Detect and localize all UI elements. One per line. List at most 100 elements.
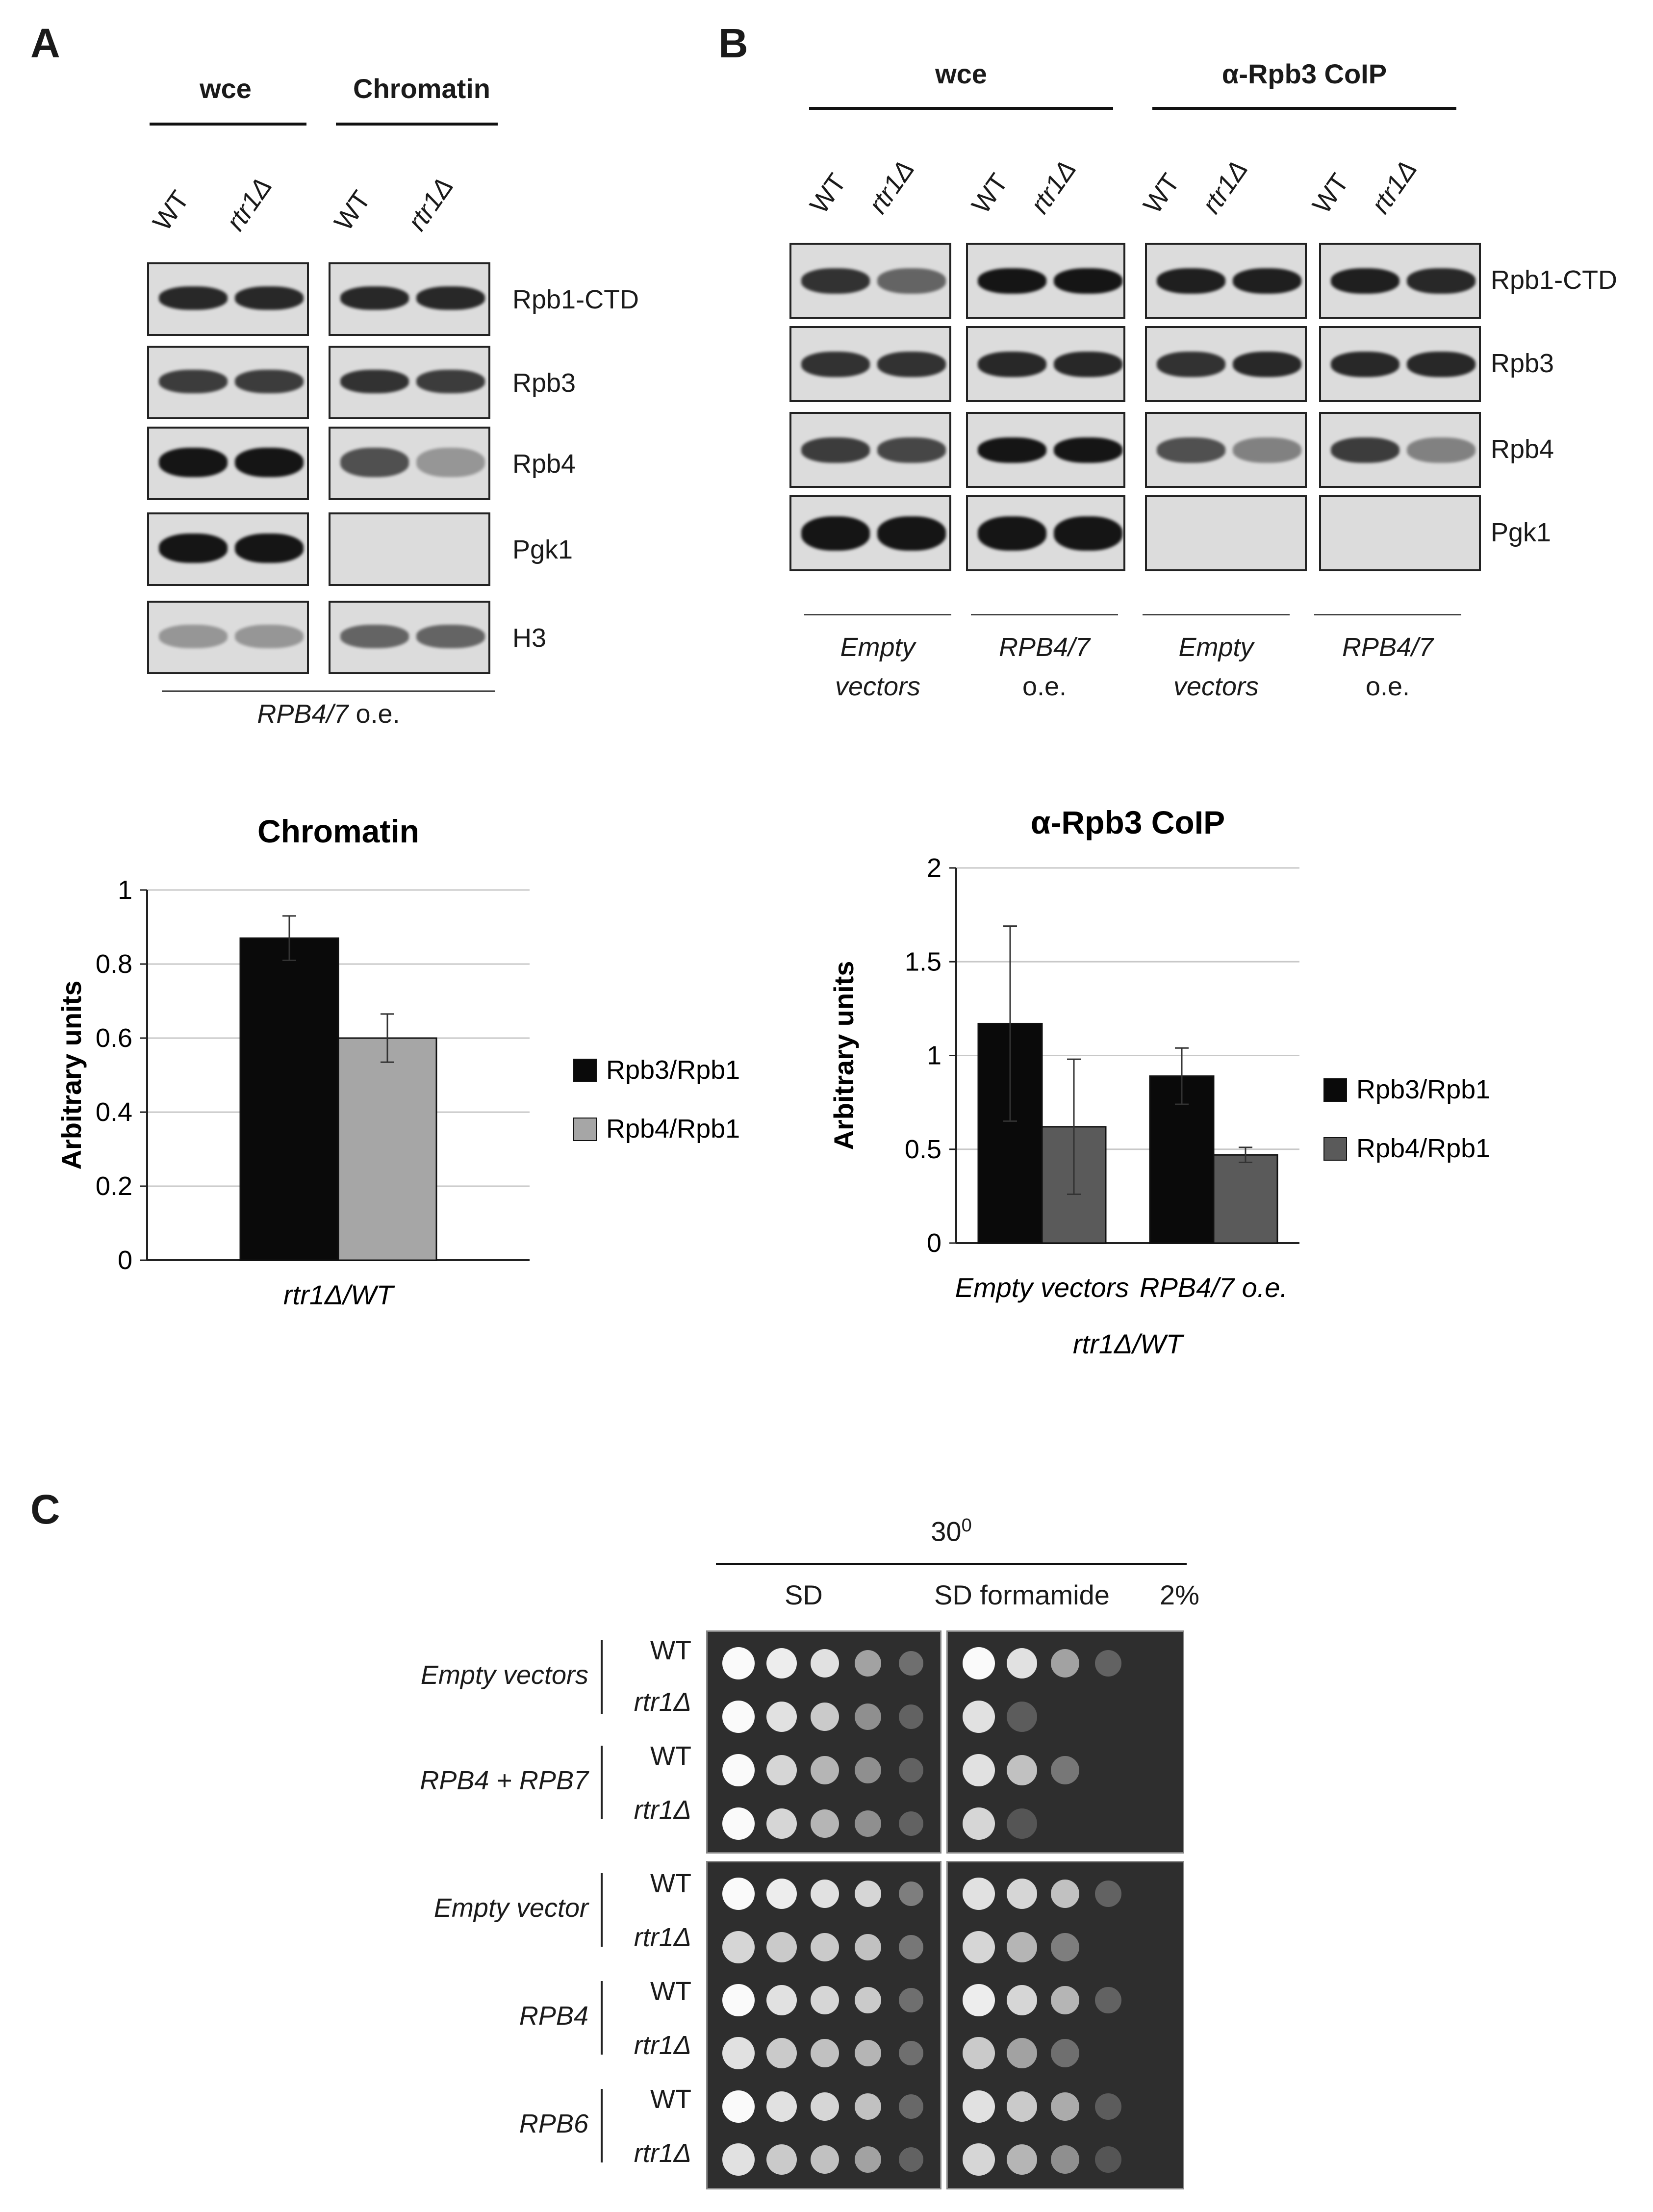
panel-a-footer: RPB4/7 o.e. xyxy=(162,699,495,729)
spot-bottom-sd-1-3 xyxy=(811,1880,839,1908)
panel-a-wce-blot-3 xyxy=(147,427,309,500)
panel-b-coip-oe-blot-2 xyxy=(1319,326,1481,402)
spot-top-formamide-1-2 xyxy=(1007,1648,1037,1679)
spot-bottom-sd-2-4 xyxy=(855,1933,881,1960)
spot-bottom-sd-4-5 xyxy=(899,2041,923,2066)
panel-b-coip-rule xyxy=(1152,107,1456,110)
chart1-ytick-label-0: 0 xyxy=(118,1246,132,1275)
spot-top-formamide-3-3 xyxy=(1051,1755,1079,1784)
panel-c-group-rpb4-rpb7: RPB4 + RPB7 xyxy=(420,1766,588,1795)
spot-bottom-sd-5-4 xyxy=(855,2093,881,2120)
spot-bottom-formamide-4-1 xyxy=(963,2037,995,2070)
panel-b-lane-6: rtr1Δ xyxy=(1196,154,1254,219)
chart2-ytick-label-3: 1.5 xyxy=(905,947,941,976)
panel-b-condition-2-line1: RPB4/7 xyxy=(998,633,1091,662)
panel-a-wce-band-2-2 xyxy=(235,370,304,393)
chart1-xlabel: rtr1Δ/WT xyxy=(283,1279,395,1310)
spot-bottom-sd-2-2 xyxy=(766,1932,797,1962)
panel-b-condition-3-line2: vectors xyxy=(1173,672,1259,701)
chart2-legend-swatch-1 xyxy=(1323,1078,1347,1102)
coip-bar-chart: α-Rpb3 CoIP 0 0.5 1 1.5 2 Arbitrary units Empty… xyxy=(828,804,1490,1359)
spot-bottom-sd-6-1 xyxy=(722,2143,755,2176)
chart2-legend-label-1: Rpb3/Rpb1 xyxy=(1356,1075,1490,1104)
spot-bottom-sd-6-3 xyxy=(811,2145,839,2174)
spot-bottom-formamide-4-2 xyxy=(1007,2038,1037,2069)
panel-c-group-rpb4-bracket xyxy=(601,1981,603,2055)
panel-b-wce-empty-band-1-1 xyxy=(801,268,870,294)
panel-b-coip-oe-band-3-1 xyxy=(1331,437,1399,463)
panel-b-condition-3-line1: Empty xyxy=(1178,633,1254,662)
panel-b-condition-2-line2: o.e. xyxy=(1022,672,1067,701)
panel-c-group-rpb4-rpb7-bracket xyxy=(601,1746,603,1819)
chart2-legend-swatch-2 xyxy=(1323,1137,1347,1161)
panel-b-coip-oe-band-2-2 xyxy=(1407,351,1475,377)
panel-b-wce-empty-band-3-1 xyxy=(801,437,870,463)
panel-c-strain-9: WT xyxy=(650,2085,691,2114)
panel-b-wce-empty-band-2-2 xyxy=(877,351,946,377)
panel-b-wce-empty-band-1-2 xyxy=(877,268,946,294)
spot-bottom-sd-2-1 xyxy=(722,1931,755,1963)
panel-b-lane-2: rtr1Δ xyxy=(863,154,920,219)
panel-b-coip-empty-blot-4 xyxy=(1145,495,1307,571)
spot-bottom-formamide-2-3 xyxy=(1051,1932,1079,1961)
spot-bottom-sd-1-1 xyxy=(722,1878,755,1910)
spot-bottom-formamide-3-2 xyxy=(1007,1984,1037,2015)
spot-top-formamide-2-1 xyxy=(963,1701,995,1733)
chart1-legend-label-2: Rpb4/Rpb1 xyxy=(606,1114,740,1144)
spot-bottom-sd-3-4 xyxy=(855,1986,881,2013)
chart2-ytick-label-1: 0.5 xyxy=(905,1135,941,1164)
spot-top-sd-3-1 xyxy=(722,1754,755,1786)
panel-b-cond-rule-3 xyxy=(1143,614,1290,615)
panel-a-chromatin-blot-3 xyxy=(329,427,490,500)
panel-b-wce-empty-band-2-1 xyxy=(801,351,870,377)
panel-a-row-label-2: Rpb3 xyxy=(512,368,576,398)
panel-a-wce-blot-4 xyxy=(147,512,309,586)
panel-b-wce-empty-blot-4 xyxy=(789,495,951,571)
spot-top-sd-2-2 xyxy=(766,1702,797,1732)
chart2-ytick-label-2: 1 xyxy=(927,1041,941,1070)
panel-b-wce-empty-blot-2 xyxy=(789,326,951,402)
spot-top-sd-3-2 xyxy=(766,1754,797,1785)
panel-b-row-label-2: Rpb3 xyxy=(1491,349,1554,378)
panel-a-wce-band-4-2 xyxy=(235,534,304,563)
panel-b-lane-3: WT xyxy=(966,168,1014,219)
panel-a-wce-band-3-1 xyxy=(159,448,228,477)
spot-bottom-sd-1-4 xyxy=(855,1881,881,1907)
chart2-xlabel: rtr1Δ/WT xyxy=(1073,1328,1185,1359)
panel-b-coip-empty-blot-2 xyxy=(1145,326,1307,402)
spot-bottom-formamide-2-1 xyxy=(963,1931,995,1963)
chart1-legend-label-1: Rpb3/Rpb1 xyxy=(606,1055,740,1085)
spot-bottom-sd-2-3 xyxy=(811,1932,839,1961)
panel-a-chromatin-band-5-2 xyxy=(416,625,485,648)
panel-a-lane-2: rtr1Δ xyxy=(221,172,278,236)
panel-a-footer-rule xyxy=(162,690,495,692)
panel-c-temperature-base: 30 xyxy=(931,1516,962,1547)
panel-a-wce-band-2-1 xyxy=(159,370,228,393)
spot-bottom-formamide-3-4 xyxy=(1095,1986,1121,2013)
spot-bottom-sd-6-2 xyxy=(766,2144,797,2175)
spot-bottom-formamide-3-3 xyxy=(1051,1985,1079,2014)
panel-b-condition-1: Empty vectors xyxy=(804,628,951,706)
spot-bottom-formamide-6-1 xyxy=(963,2143,995,2176)
chart1-bar-1-1 xyxy=(239,937,339,1261)
panel-b-condition-1-line2: vectors xyxy=(835,672,921,701)
panel-c-group-rpb6: RPB6 xyxy=(519,2109,588,2138)
panel-b-coip-oe-band-1-2 xyxy=(1407,268,1475,294)
panel-b-condition-4: RPB4/7 o.e. xyxy=(1314,628,1461,706)
chart1-title: Chromatin xyxy=(257,813,419,849)
chart1-ytick-label-1: 0.2 xyxy=(96,1171,132,1201)
panel-c-group-empty-vector: Empty vector xyxy=(433,1893,588,1923)
panel-b-row-label-4: Pgk1 xyxy=(1491,518,1551,547)
spot-bottom-sd-3-1 xyxy=(722,1983,755,2016)
spot-top-formamide-2-2 xyxy=(1007,1702,1037,1732)
spot-top-sd-4-4 xyxy=(855,1810,881,1837)
panel-a-lane-1: WT xyxy=(147,185,195,236)
panel-b-wce-oe-blot-4 xyxy=(966,495,1125,571)
spot-top-formamide-4-2 xyxy=(1007,1808,1037,1839)
chart2-legend-label-2: Rpb4/Rpb1 xyxy=(1356,1134,1490,1163)
spot-bottom-formamide-6-2 xyxy=(1007,2144,1037,2175)
spot-top-sd-1-3 xyxy=(811,1649,839,1678)
panel-b-cond-rule-1 xyxy=(804,614,951,615)
panel-a-chromatin-blot-1 xyxy=(329,262,490,336)
spot-top-sd-1-1 xyxy=(722,1647,755,1680)
